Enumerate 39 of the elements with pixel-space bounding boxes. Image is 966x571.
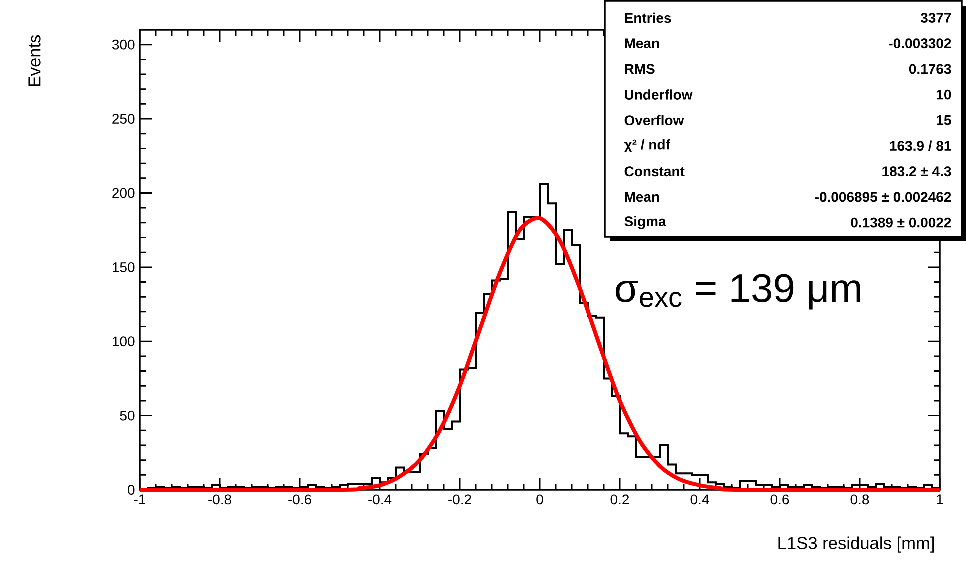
annotation: χ² / ndf [624, 139, 670, 153]
annotation: 183.2 ± 4.3 [882, 166, 952, 177]
y-tick-label: 150 [113, 262, 135, 272]
x-tick-label: -1 [134, 494, 146, 504]
annotation: Mean [625, 38, 660, 48]
x-tick-label: 0.4 [690, 494, 710, 505]
y-axis-title: Events [28, 35, 41, 86]
x-tick-label: 1 [937, 494, 944, 504]
x-tick-label: 0 [536, 494, 544, 505]
annotation: Overflow [624, 115, 684, 126]
annotation: -0.006895 ± 0.002462 [815, 192, 952, 202]
annotation: 163.9 / 81 [890, 140, 952, 152]
x-tick-label: 0.8 [850, 494, 870, 505]
y-tick-label: 0 [128, 485, 135, 495]
x-tick-label: 0.6 [770, 494, 790, 505]
x-tick-label: 0.2 [610, 494, 630, 505]
annotation: Sigma [624, 216, 666, 230]
annotation: Mean [625, 192, 660, 202]
text: Entries [625, 12, 672, 24]
x-axis-title: L1S3 residuals [mm] [778, 536, 934, 553]
annotation: Constant [624, 166, 685, 177]
annotation: 0.1389 ± 0.0022 [851, 218, 952, 228]
annotation: 15 [937, 116, 952, 126]
annotation: 10 [937, 90, 952, 100]
x-tick-label: -0.6 [288, 494, 312, 505]
x-tick-label: -0.8 [208, 494, 232, 505]
annotation: Underflow [625, 90, 693, 100]
text: 3377 [920, 13, 952, 23]
y-tick-label: 100 [113, 336, 135, 347]
annotation: RMS [625, 64, 655, 74]
y-tick-label: 250 [112, 114, 135, 124]
annotation: σ$_{exc}$ = 139 μm [616, 274, 860, 310]
y-tick-label: 200 [112, 188, 135, 198]
y-tick-label: 50 [120, 410, 135, 421]
x-tick-label: -0.2 [448, 494, 472, 505]
x-tick-label: -0.4 [368, 494, 392, 505]
y-tick-label: 300 [112, 40, 135, 50]
annotation: -0.003302 [889, 38, 952, 49]
annotation: 0.1763 [909, 64, 952, 74]
